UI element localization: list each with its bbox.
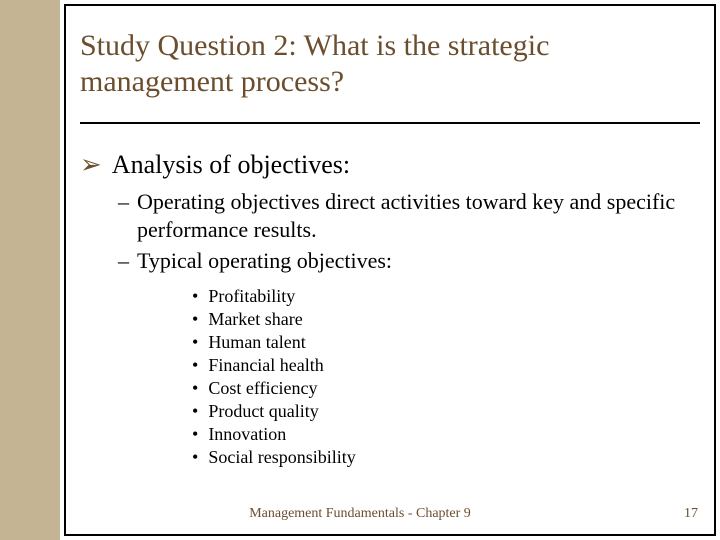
dot-bullet-icon: • xyxy=(192,285,198,308)
dot-bullet-icon: • xyxy=(192,400,198,423)
bullet-level3-text: Innovation xyxy=(208,423,286,446)
bullet-level3-text: Social responsibility xyxy=(208,446,356,469)
bullet-level3-text: Profitability xyxy=(208,285,295,308)
dot-bullet-icon: • xyxy=(192,377,198,400)
bullet-level2-text: Operating objectives direct activities t… xyxy=(137,188,690,243)
bullet-level3-text: Financial health xyxy=(208,354,323,377)
bullet-level3-text: Product quality xyxy=(208,400,319,423)
bullet-level3-text: Market share xyxy=(208,308,302,331)
bullet-level1-text: Analysis of objectives: xyxy=(112,150,350,180)
bullet-level3: • Innovation xyxy=(192,423,690,446)
dot-bullet-icon: • xyxy=(192,446,198,469)
slide-content: ➢ Analysis of objectives: – Operating ob… xyxy=(80,150,690,469)
dot-bullet-icon: • xyxy=(192,354,198,377)
bullet-level3: • Cost efficiency xyxy=(192,377,690,400)
dash-bullet-icon: – xyxy=(118,247,129,275)
bullet-level2: – Typical operating objectives: xyxy=(118,247,690,275)
slide-title: Study Question 2: What is the strategic … xyxy=(80,28,690,100)
bullet-level1: ➢ Analysis of objectives: xyxy=(80,150,690,180)
slide: Study Question 2: What is the strategic … xyxy=(0,0,720,540)
slide-footer: Management Fundamentals - Chapter 9 xyxy=(0,506,720,522)
bullet-level3: • Social responsibility xyxy=(192,446,690,469)
bullet-level3: • Financial health xyxy=(192,354,690,377)
bullet-level3-text: Human talent xyxy=(208,331,305,354)
bullet-level2: – Operating objectives direct activities… xyxy=(118,188,690,243)
bullet-level3-text: Cost efficiency xyxy=(208,377,317,400)
level2-list: – Operating objectives direct activities… xyxy=(80,188,690,469)
dash-bullet-icon: – xyxy=(118,188,129,243)
accent-bar xyxy=(0,0,60,540)
dot-bullet-icon: • xyxy=(192,423,198,446)
bullet-level3: • Profitability xyxy=(192,285,690,308)
dot-bullet-icon: • xyxy=(192,331,198,354)
bullet-level3: • Product quality xyxy=(192,400,690,423)
dot-bullet-icon: • xyxy=(192,308,198,331)
bullet-level3: • Human talent xyxy=(192,331,690,354)
bullet-level2-text: Typical operating objectives: xyxy=(137,247,690,275)
arrow-bullet-icon: ➢ xyxy=(80,150,102,180)
bullet-level3: • Market share xyxy=(192,308,690,331)
level3-list: • Profitability • Market share • Human t… xyxy=(118,279,690,469)
title-underline xyxy=(80,122,700,124)
page-number: 17 xyxy=(684,506,698,522)
